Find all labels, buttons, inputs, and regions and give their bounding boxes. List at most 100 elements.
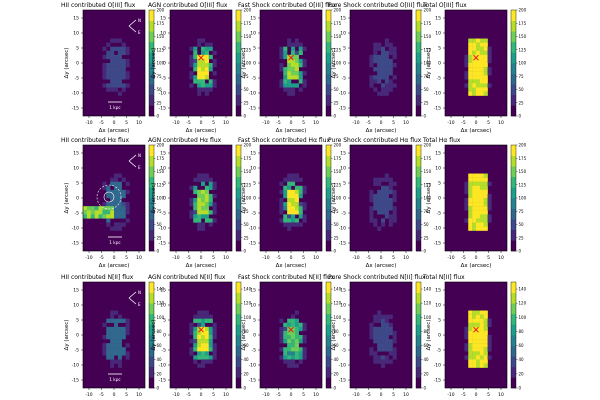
heatmap-cell — [388, 206, 393, 211]
heatmap-cell — [476, 185, 481, 191]
heatmap-cell — [479, 67, 484, 72]
heatmap-cell — [483, 206, 488, 211]
x-tick-label: 0 — [113, 392, 116, 398]
heatmap-cell — [189, 202, 194, 207]
x-axis-label: Δx (arcsec) — [461, 128, 492, 134]
colorbar-segment — [416, 292, 421, 304]
heatmap-cell — [302, 202, 307, 207]
heatmap-cell — [487, 322, 492, 328]
heatmap-cell — [201, 363, 206, 368]
y-tick-label: 15 — [250, 151, 256, 157]
y-tick-label: 10 — [435, 166, 441, 172]
heatmap-cell — [388, 359, 393, 364]
panel-title: HII contributed Hα flux — [61, 137, 130, 144]
y-tick-label: -5 — [252, 348, 257, 354]
heatmap-cell — [114, 343, 119, 348]
heatmap-cell — [373, 50, 378, 56]
y-tick-label: 15 — [435, 288, 441, 294]
heatmap-cell — [121, 83, 126, 88]
colorbar-tick-label: 200 — [157, 8, 165, 13]
heatmap-cell — [125, 63, 130, 68]
colorbar-tick-label: 100 — [519, 315, 527, 320]
heatmap-cell — [197, 314, 202, 319]
heatmap-cell — [294, 343, 299, 348]
heatmap-cell — [212, 63, 217, 68]
y-tick-label: -10 — [72, 226, 79, 232]
heatmap-cell — [117, 38, 122, 43]
y-tick-label: 0 — [438, 61, 441, 67]
heatmap-cell — [302, 71, 307, 76]
heatmap-cell — [197, 71, 202, 76]
heatmap-cell — [291, 198, 296, 203]
heatmap-cell — [197, 218, 202, 223]
colorbar-tick-label: 0 — [334, 386, 337, 391]
y-tick-label: 10 — [73, 31, 79, 37]
heatmap-cell — [392, 351, 397, 356]
heatmap-cell — [472, 218, 477, 223]
heatmap-cell — [201, 347, 206, 352]
heatmap-cell — [189, 326, 194, 332]
y-tick-label: -5 — [437, 211, 442, 217]
heatmap-cell — [208, 202, 213, 207]
heatmap-cell — [476, 218, 481, 223]
heatmap-cell — [384, 177, 389, 182]
heatmap-cell — [294, 330, 299, 336]
heatmap-cell — [197, 343, 202, 348]
heatmap-cell — [189, 330, 194, 336]
heatmap-cell — [479, 91, 484, 96]
heatmap-cell — [117, 355, 122, 360]
heatmap-cell — [472, 79, 477, 84]
colorbar-tick-label: 140 — [334, 287, 342, 292]
heatmap-cell — [294, 189, 299, 195]
heatmap-cell — [483, 71, 488, 76]
colorbar-segment — [149, 52, 154, 64]
heatmap-cell — [369, 54, 374, 60]
colorbar-segment — [416, 10, 421, 21]
x-tick-label: 10 — [403, 120, 409, 126]
heatmap-cell — [117, 206, 122, 211]
heatmap-cell — [468, 335, 473, 340]
x-tick-label: -5 — [99, 120, 104, 126]
heatmap-cell — [201, 75, 206, 80]
heatmap-cell — [117, 189, 122, 195]
colorbar-segment — [326, 208, 331, 220]
heatmap-cell — [117, 181, 122, 186]
heatmap-cell — [392, 218, 397, 223]
heatmap-cell — [388, 351, 393, 356]
colorbar-tick-label: 125 — [244, 182, 252, 187]
colorbar-segment — [236, 303, 241, 315]
heatmap-cell — [476, 87, 481, 92]
colorbar-tick-label: 140 — [519, 287, 527, 292]
heatmap-cell — [291, 50, 296, 56]
heatmap-cell — [189, 46, 194, 51]
y-tick-label: -10 — [249, 91, 256, 97]
heatmap-cell — [381, 339, 386, 344]
colorbar-segment — [236, 198, 241, 209]
heatmap-cell — [287, 322, 292, 328]
heatmap-cell — [291, 71, 296, 76]
heatmap-cell — [302, 347, 307, 352]
colorbar-tick-label: 125 — [334, 47, 342, 52]
colorbar-segment — [149, 229, 154, 241]
x-axis-label: Δx (arcsec) — [99, 128, 130, 134]
heatmap-cell — [193, 206, 198, 211]
colorbar-tick-label: 60 — [424, 343, 430, 348]
colorbar-segment — [149, 324, 154, 336]
heatmap-cell — [125, 206, 130, 211]
heatmap-cell — [114, 206, 119, 211]
heatmap-cell — [388, 222, 393, 227]
heatmap-cell — [298, 185, 303, 191]
y-tick-label: -10 — [339, 363, 346, 369]
heatmap-cell — [201, 310, 206, 315]
colorbar-tick-label: 200 — [244, 8, 252, 13]
heatmap-cell — [193, 177, 198, 182]
heatmap-cell — [204, 58, 209, 64]
y-tick-label: -15 — [159, 106, 166, 112]
colorbar-tick-label: 0 — [244, 249, 247, 254]
heatmap-cell — [117, 91, 122, 96]
heatmap-cell — [201, 54, 206, 60]
colorbar-segment — [511, 166, 516, 178]
y-tick-label: -5 — [75, 348, 80, 354]
heatmap-cell — [381, 87, 386, 92]
